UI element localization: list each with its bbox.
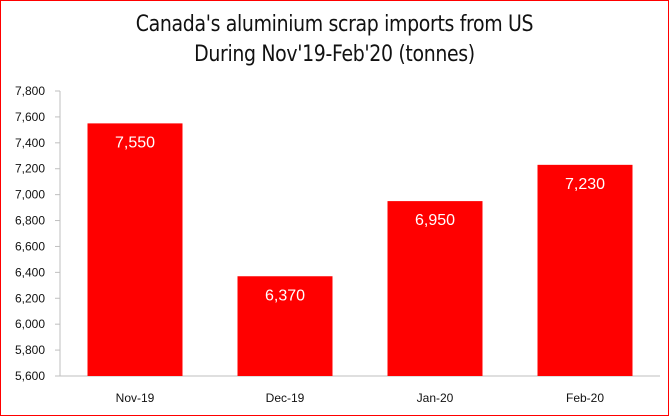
x-tick-label: Dec-19 bbox=[266, 391, 305, 405]
data-label: 7,550 bbox=[115, 134, 155, 151]
x-tick-label: Nov-19 bbox=[116, 391, 155, 405]
data-label: 6,950 bbox=[415, 212, 455, 229]
bars bbox=[87, 123, 633, 377]
chart-title-line-1: Canada's aluminium scrap imports from US bbox=[135, 12, 534, 37]
y-tick-label: 7,800 bbox=[15, 84, 45, 98]
bar bbox=[387, 201, 483, 376]
chart-title-line-2: During Nov'19-Feb'20 (tonnes) bbox=[194, 42, 475, 67]
data-label: 6,370 bbox=[265, 287, 305, 304]
y-tick-label: 5,800 bbox=[15, 343, 45, 357]
y-tick-label: 6,000 bbox=[15, 317, 45, 331]
x-tick-label: Jan-20 bbox=[417, 391, 454, 405]
y-tick-label: 7,200 bbox=[15, 162, 45, 176]
x-axis-ticks: Nov-19 Dec-19 Jan-20 Feb-20 bbox=[116, 391, 605, 405]
y-tick-label: 7,600 bbox=[15, 110, 45, 124]
y-tick-label: 7,000 bbox=[15, 188, 45, 202]
y-tick-label: 7,400 bbox=[15, 136, 45, 150]
chart-title: Canada's aluminium scrap imports from US… bbox=[47, 10, 622, 70]
y-axis-ticks: 5,600 5,800 6,000 6,200 6,400 6,600 6,800 7,000… bbox=[15, 84, 60, 383]
bar bbox=[237, 276, 333, 376]
x-tick-label: Feb-20 bbox=[566, 391, 604, 405]
y-tick-label: 6,800 bbox=[15, 214, 45, 228]
data-label: 7,230 bbox=[565, 176, 605, 193]
y-tick-label: 5,600 bbox=[15, 369, 45, 383]
data-labels: 7,550 6,370 6,950 7,230 bbox=[115, 134, 605, 304]
bar bbox=[87, 123, 183, 377]
y-tick-label: 6,400 bbox=[15, 265, 45, 279]
y-tick-label: 6,200 bbox=[15, 291, 45, 305]
y-tick-label: 6,600 bbox=[15, 239, 45, 253]
bar bbox=[537, 164, 633, 376]
